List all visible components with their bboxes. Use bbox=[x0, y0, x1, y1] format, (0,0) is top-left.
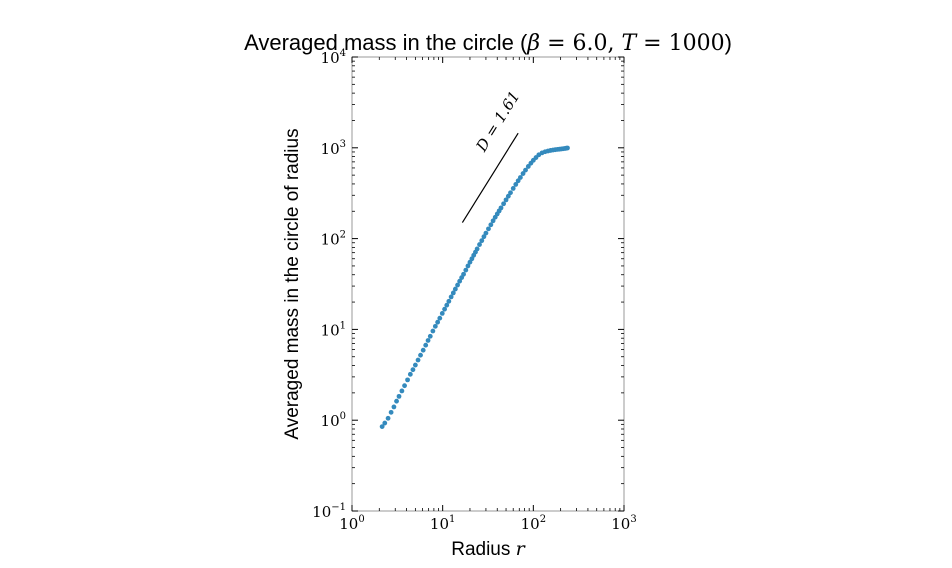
data-point bbox=[394, 398, 399, 404]
x-tick-label: 103 bbox=[611, 514, 636, 533]
data-point bbox=[565, 145, 570, 151]
chart-title: Averaged mass in the circle (β = 6.0, T … bbox=[244, 30, 732, 56]
data-point bbox=[483, 230, 489, 236]
reference-slope-line bbox=[461, 132, 519, 223]
data-point bbox=[510, 186, 516, 191]
data-point bbox=[481, 234, 487, 240]
data-point bbox=[435, 319, 441, 325]
data-point bbox=[488, 222, 494, 228]
data-point bbox=[474, 246, 480, 252]
major-ticks bbox=[351, 56, 625, 512]
data-point bbox=[423, 342, 429, 348]
data-point bbox=[442, 306, 447, 312]
data-point bbox=[379, 424, 385, 430]
data-point bbox=[391, 404, 397, 410]
data-point bbox=[385, 415, 391, 421]
data-point bbox=[388, 409, 394, 415]
data-point bbox=[446, 298, 452, 304]
x-tick-label: 102 bbox=[521, 514, 546, 533]
minor-ticks bbox=[352, 57, 624, 511]
data-point bbox=[520, 171, 526, 176]
data-points bbox=[379, 145, 570, 430]
data-point bbox=[452, 286, 458, 292]
x-tick-label: 100 bbox=[339, 514, 364, 533]
data-point bbox=[430, 328, 436, 334]
x-tick-label: 101 bbox=[430, 514, 455, 533]
data-point bbox=[412, 362, 418, 368]
data-point bbox=[402, 383, 407, 389]
y-tick-label: 10−1 bbox=[312, 502, 346, 521]
y-tick-label: 100 bbox=[321, 411, 346, 430]
data-point bbox=[418, 352, 423, 358]
y-tick-label: 101 bbox=[321, 320, 346, 339]
data-point bbox=[396, 393, 402, 399]
data-point bbox=[486, 226, 491, 232]
data-point bbox=[420, 347, 426, 353]
data-point bbox=[450, 290, 456, 296]
data-point bbox=[382, 420, 388, 426]
data-point bbox=[405, 377, 410, 383]
data-point bbox=[425, 338, 431, 343]
x-tick-labels: 100 101 102 103 bbox=[339, 514, 636, 533]
data-point bbox=[432, 323, 438, 329]
data-point bbox=[513, 182, 519, 187]
data-point bbox=[439, 311, 445, 316]
y-tick-label: 102 bbox=[321, 230, 346, 249]
y-tick-label: 104 bbox=[321, 48, 346, 67]
data-point bbox=[444, 302, 450, 308]
y-tick-label: 103 bbox=[321, 139, 346, 158]
data-point bbox=[399, 388, 405, 394]
plot-area bbox=[351, 56, 625, 512]
data-point bbox=[455, 282, 460, 288]
data-point bbox=[465, 263, 471, 269]
data-point bbox=[503, 197, 509, 203]
data-point bbox=[490, 218, 496, 224]
data-point bbox=[498, 205, 504, 211]
data-point bbox=[448, 294, 454, 300]
data-point bbox=[463, 267, 469, 273]
data-point bbox=[415, 357, 421, 363]
data-point bbox=[505, 193, 511, 199]
data-point bbox=[479, 238, 485, 244]
data-point bbox=[407, 371, 413, 377]
data-point bbox=[427, 333, 433, 339]
data-point bbox=[525, 164, 531, 169]
data-point bbox=[457, 278, 463, 284]
data-point bbox=[410, 367, 416, 373]
data-point bbox=[461, 271, 466, 277]
data-point bbox=[501, 201, 507, 207]
data-point bbox=[523, 167, 528, 173]
data-point bbox=[477, 242, 482, 247]
x-axis-label: Radius r bbox=[451, 538, 526, 560]
data-point bbox=[508, 190, 513, 196]
y-tick-labels: 10−1 100 101 102 103 104 bbox=[312, 48, 346, 521]
data-point bbox=[437, 315, 443, 321]
y-axis-label: Averaged mass in the circle of radius bbox=[282, 128, 303, 439]
data-point bbox=[517, 175, 523, 180]
